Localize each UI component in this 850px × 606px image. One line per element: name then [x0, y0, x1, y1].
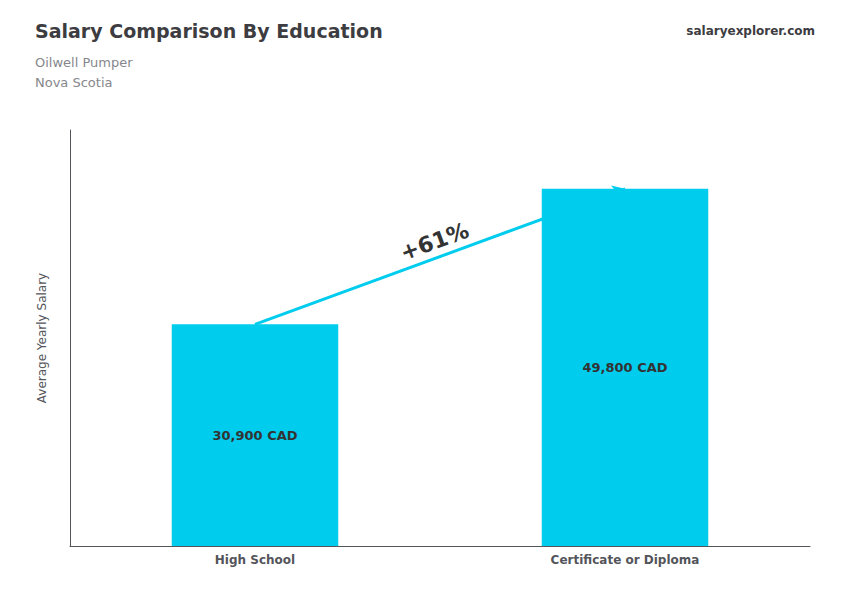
svg-text:salaryexplorer.com: salaryexplorer.com — [686, 24, 815, 38]
svg-text:Average Yearly Salary: Average Yearly Salary — [35, 273, 49, 403]
svg-text:Oilwell Pumper: Oilwell Pumper — [35, 55, 133, 70]
svg-text:Certificate or Diploma: Certificate or Diploma — [551, 553, 700, 567]
svg-text:Salary Comparison By Education: Salary Comparison By Education — [35, 20, 383, 42]
svg-text:30,900 CAD: 30,900 CAD — [212, 428, 297, 443]
svg-text:Nova Scotia: Nova Scotia — [35, 75, 113, 90]
svg-text:49,800 CAD: 49,800 CAD — [582, 360, 667, 375]
svg-text:High School: High School — [215, 553, 295, 567]
svg-text:+61%: +61% — [397, 218, 472, 266]
